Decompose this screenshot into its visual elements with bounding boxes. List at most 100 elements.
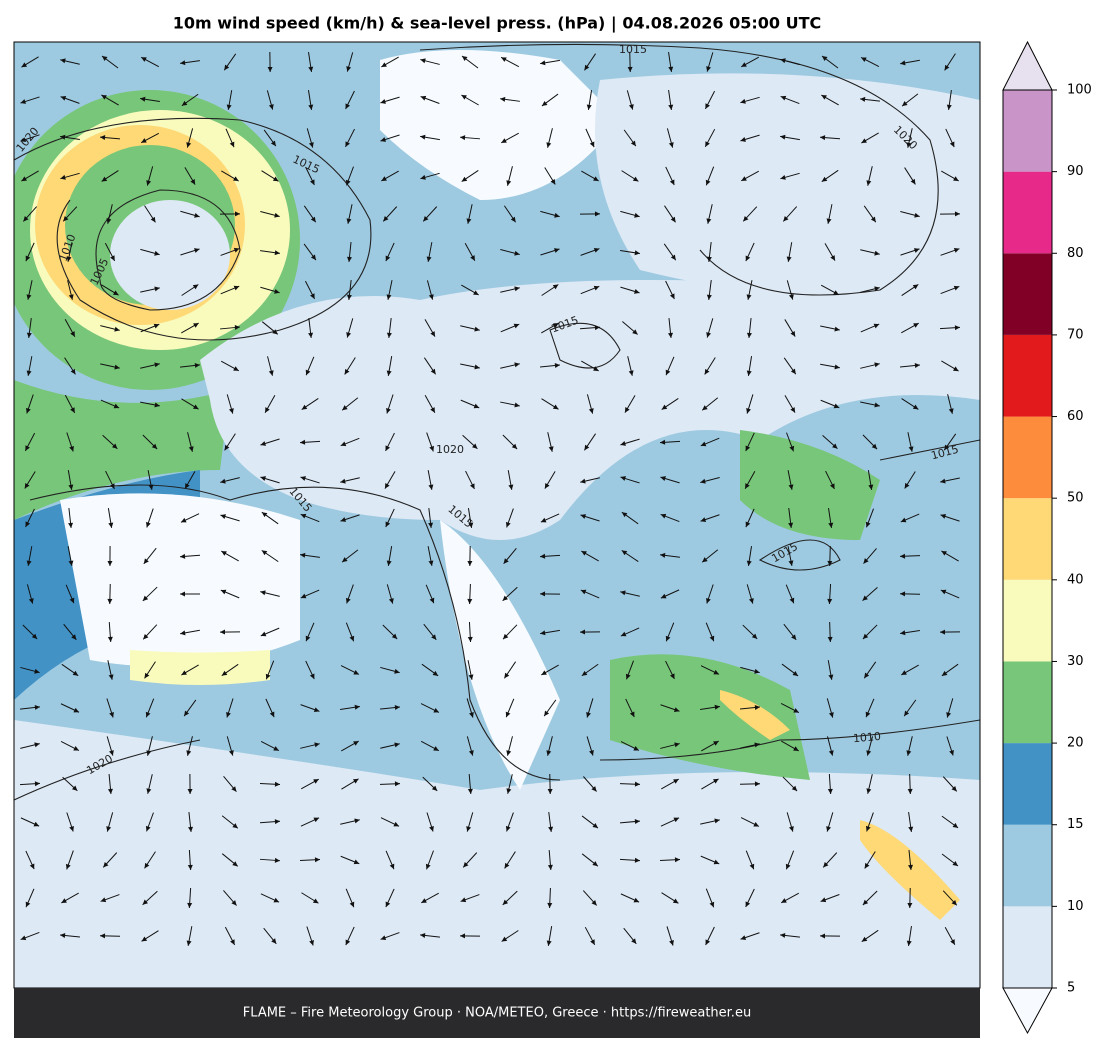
wind-arrow-head [540,553,546,559]
wind-arrow [99,933,121,939]
colorbar-frame [1002,89,1053,989]
wind-arrow-head [423,215,429,222]
wind-arrow-head [274,212,280,218]
wind-arrow [625,660,634,680]
wind-arrow [305,166,315,186]
wind-arrow [385,242,395,262]
wind-arrow-head [68,522,74,528]
wind-arrow [700,477,720,484]
wind-arrow [424,319,436,337]
wind-arrow [620,893,640,903]
wind-arrow [660,704,680,712]
wind-arrow-head [821,95,827,100]
wind-arrow [501,132,519,144]
wind-arrow [25,888,35,908]
wind-arrow-head [588,408,594,414]
wind-arrow-head [68,294,74,300]
wind-arrow-head [474,326,480,332]
wind-arrow [580,285,600,295]
wind-arrow-head [305,635,311,642]
wind-arrow-head [740,98,746,104]
wind-arrow [101,55,119,69]
colorbar-tick-label: 20 [1067,736,1084,751]
wind-arrow [261,549,279,563]
wind-arrow [503,205,517,223]
wind-arrow [427,470,434,490]
wind-arrow [820,399,840,409]
wind-arrow-head [140,96,146,102]
wind-arrow-head [630,140,636,147]
wind-arrow-head [308,142,314,148]
wind-arrow-head [221,551,227,556]
wind-arrow [740,932,760,940]
wind-arrow [579,325,601,331]
wind-arrow [827,621,833,643]
title: 10m wind speed (km/h) & sea-level press.… [173,14,822,34]
wind-arrow-head [865,825,871,832]
wind-arrow-head [634,289,640,294]
wind-arrow-head [544,483,550,489]
wind-arrow [187,887,193,909]
wind-arrow-head [702,557,708,563]
wind-arrow [266,90,274,110]
wind-arrow-head [101,94,107,100]
wind-arrow [745,432,755,452]
wind-arrow-head [354,704,360,710]
wind-arrow [541,322,559,334]
wind-arrow [219,629,241,635]
colorbar-band [1003,171,1052,254]
wind-arrow-head [789,597,795,604]
wind-arrow-head [506,750,512,756]
wind-arrow [340,704,360,710]
wind-arrow [863,548,877,564]
wind-arrow-head [100,135,106,141]
wind-arrow-head [510,216,516,223]
wind-arrow-head [231,900,237,906]
wind-arrow-head [233,247,240,253]
wind-arrow [704,357,716,375]
wind-arrow-head [24,482,30,489]
wind-arrow [304,280,316,300]
wind-arrow [943,433,957,451]
colorbar-band [1003,906,1052,988]
wind-arrow-head [713,778,719,784]
wind-arrow-head [948,408,954,414]
wind-arrow [386,280,393,300]
wind-arrow [904,167,916,185]
wind-arrow [20,666,40,674]
wind-arrow [820,894,840,903]
wind-arrow-head [60,174,66,180]
wind-arrow-head [433,746,439,751]
wind-arrow [303,205,317,223]
wind-arrow-head [353,669,359,675]
wind-arrow-head [309,939,314,946]
wind-arrow [345,888,355,908]
wind-arrow [345,926,355,946]
wind-arrow [579,629,601,635]
wind-arrow-head [308,104,314,110]
wind-arrow [107,545,113,567]
wind-arrow [821,55,839,69]
wind-arrow [340,514,360,522]
wind-arrow [659,439,681,445]
wind-arrow [101,94,119,106]
wind-arrow-head [268,104,274,110]
wind-arrow-head [547,864,553,870]
wind-arrow [221,815,239,829]
wind-arrow-head [550,178,556,185]
land [110,200,230,310]
wind-arrow [106,736,114,756]
wind-arrow [25,242,35,262]
wind-arrow-head [500,96,506,102]
wind-arrow [900,629,920,636]
wind-arrow [581,663,599,677]
wind-arrow-head [792,670,799,676]
wind-arrow [423,623,437,641]
wind-arrow-head [469,483,475,489]
wind-arrow-head [900,591,906,597]
wind-arrow [825,470,835,490]
wind-arrow-head [101,56,108,62]
wind-arrow [140,96,160,102]
wind-arrow-head [546,750,552,756]
wind-arrow-head [313,707,320,713]
